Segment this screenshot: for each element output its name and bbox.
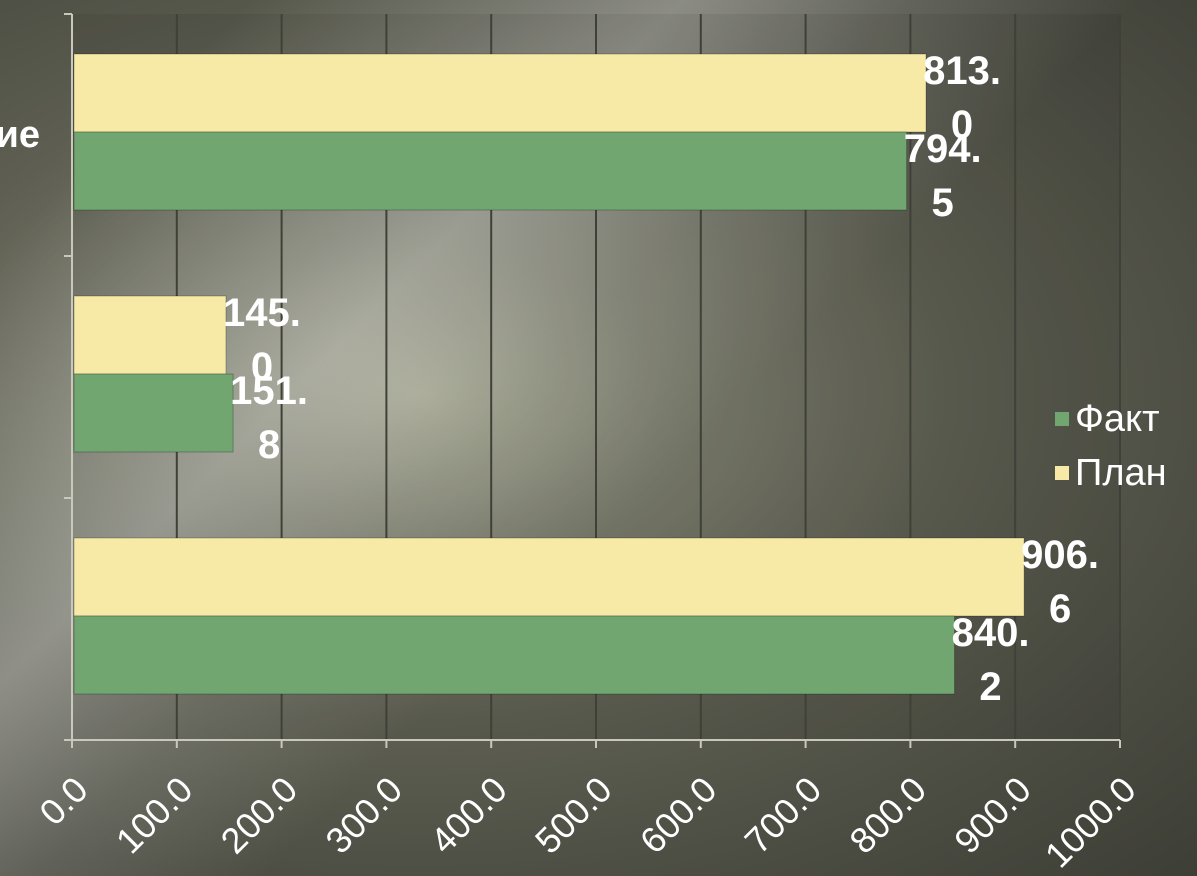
data-label-plan: 145. — [223, 291, 301, 335]
data-label-plan: 906. — [1021, 533, 1099, 577]
legend-swatch-plan — [1055, 466, 1069, 480]
data-label-plan-cont: 0 — [951, 103, 973, 147]
bar-fact — [73, 131, 908, 211]
legend-swatch-fact — [1055, 412, 1069, 426]
bar-plan — [73, 537, 1025, 617]
x-tick-label: 500.0 — [527, 769, 620, 862]
x-tick-label: 200.0 — [213, 769, 306, 862]
data-label-fact-cont: 5 — [932, 181, 954, 225]
legend-item-fact: Факт — [1055, 392, 1167, 446]
category-labels: ие — [0, 114, 40, 156]
legend-item-plan: План — [1055, 446, 1167, 500]
legend-label-fact: Факт — [1075, 397, 1160, 440]
x-tick-label: 300.0 — [317, 769, 410, 862]
data-label-fact: 151. — [230, 369, 308, 413]
data-label-plan-cont: 6 — [1049, 587, 1071, 631]
x-tick-label: 600.0 — [632, 769, 725, 862]
x-tick-labels: 0.0 100.0 200.0 300.0 400.0 500.0 600.0 700.0 80… — [31, 769, 1143, 876]
x-tick-label: 1000.0 — [1037, 769, 1144, 876]
bars — [73, 53, 1025, 695]
axes — [64, 13, 1121, 748]
x-tick-label: 800.0 — [841, 769, 934, 862]
data-label-fact: 840. — [952, 611, 1030, 655]
x-tick-label: 900.0 — [946, 769, 1039, 862]
bar-plan — [73, 295, 227, 375]
x-tick-label: 0.0 — [31, 769, 95, 833]
legend: Факт План — [1055, 392, 1167, 500]
data-label-fact: 794. — [904, 127, 982, 171]
bar-fact — [73, 615, 956, 695]
category-label: ие — [0, 114, 40, 156]
x-tick-label: 100.0 — [108, 769, 201, 862]
data-label-plan-cont: 0 — [251, 345, 273, 389]
data-label-fact-cont: 2 — [979, 665, 1001, 709]
bar-fact — [73, 373, 234, 453]
data-label-plan: 813. — [923, 49, 1001, 93]
data-label-fact-cont: 8 — [258, 423, 280, 467]
x-tick-label: 400.0 — [422, 769, 515, 862]
bar-plan — [73, 53, 927, 133]
x-tick-label: 700.0 — [737, 769, 830, 862]
legend-label-plan: План — [1075, 451, 1167, 494]
